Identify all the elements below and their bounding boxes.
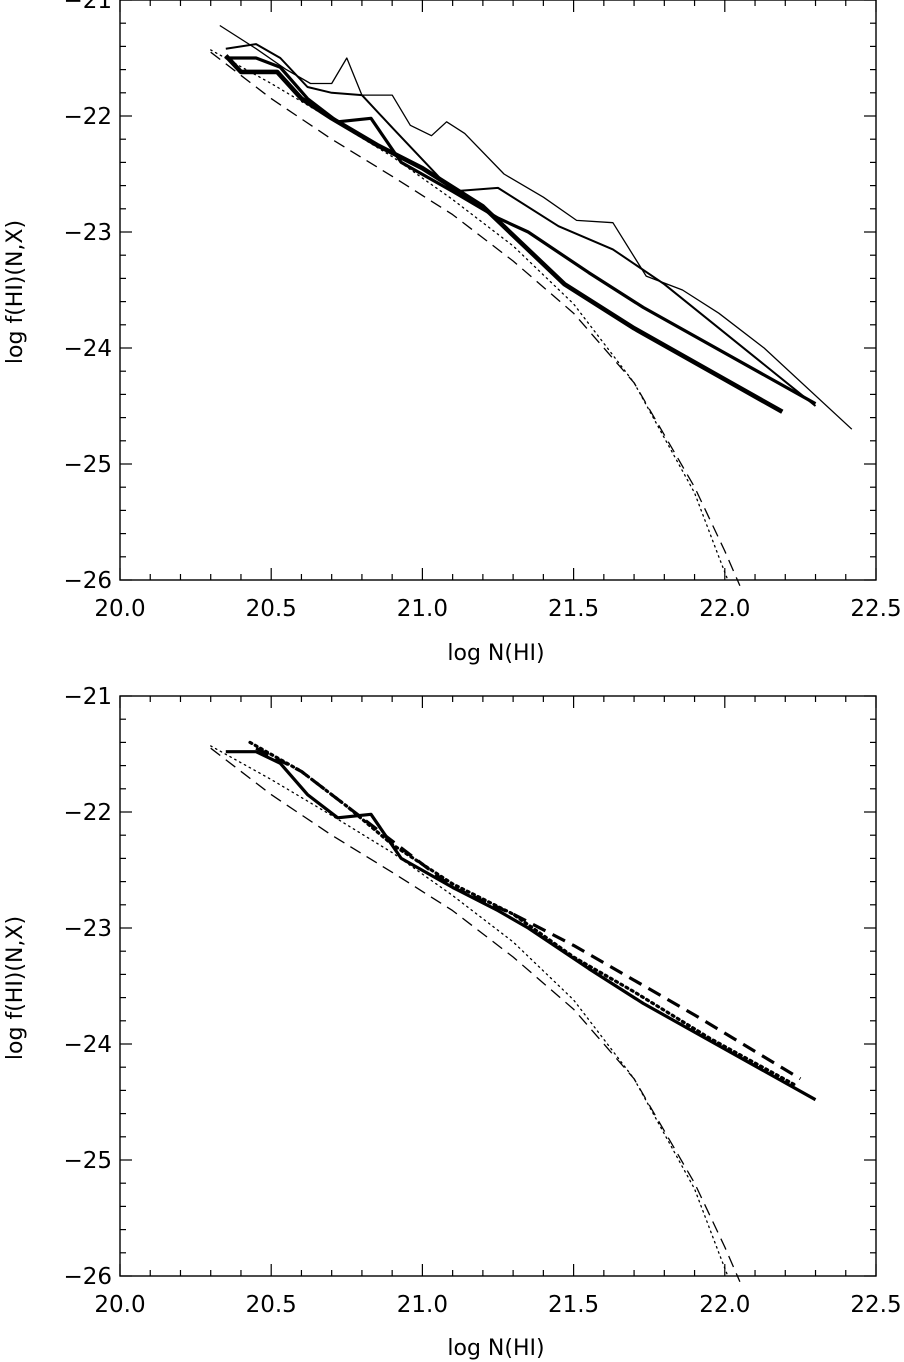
y-tick-label: −22 — [63, 800, 112, 826]
y-tick-label: −24 — [63, 336, 112, 362]
series-line-4 — [224, 54, 784, 414]
x-axis-title: log N(HI) — [447, 1336, 544, 1361]
y-axis-title: log f(HI)(N,X) — [3, 220, 28, 364]
y-tick-label: −23 — [63, 916, 112, 942]
x-tick-label: 21.5 — [548, 1292, 599, 1318]
x-tick-label: 22.0 — [699, 1292, 750, 1318]
x-tick-label: 21.5 — [548, 596, 599, 622]
x-tick-label: 20.0 — [94, 596, 145, 622]
series-line-1 — [219, 24, 853, 430]
x-tick-label: 20.5 — [246, 596, 297, 622]
y-tick-label: −22 — [63, 104, 112, 130]
y-tick-label: −21 — [63, 684, 112, 710]
y-tick-label: −26 — [63, 568, 112, 594]
y-tick-label: −21 — [63, 0, 112, 14]
series-line-5 — [210, 51, 741, 587]
x-axis-title: log N(HI) — [447, 641, 544, 666]
plot-frame — [119, 0, 877, 581]
series-line-2 — [225, 43, 817, 407]
y-axis-title: log f(HI)(N,X) — [3, 916, 28, 1060]
y-tick-label: −26 — [63, 1264, 112, 1290]
x-tick-label: 21.0 — [397, 1292, 448, 1318]
x-tick-label: 22.0 — [699, 596, 750, 622]
y-tick-label: −25 — [63, 452, 112, 478]
series-line-4 — [210, 747, 741, 1283]
plot-frame — [119, 695, 877, 1277]
series-line-5 — [210, 745, 729, 1277]
series-line-1 — [225, 750, 817, 1102]
x-tick-label: 20.0 — [94, 1292, 145, 1318]
x-tick-label: 21.0 — [397, 596, 448, 622]
x-tick-label: 22.5 — [850, 596, 901, 622]
top-panel: log N(HI) log f(HI)(N,X) 20.0 20.5 21.0 21.… — [3, 0, 902, 666]
y-tick-label: −24 — [63, 1032, 112, 1058]
y-tick-label: −23 — [63, 220, 112, 246]
series-line-3 — [225, 56, 817, 406]
series-line-6 — [210, 49, 729, 581]
x-tick-label: 22.5 — [850, 1292, 901, 1318]
y-tick-label: −25 — [63, 1148, 112, 1174]
series-line-3 — [248, 740, 797, 1087]
x-tick-label: 20.5 — [246, 1292, 297, 1318]
bottom-panel: log N(HI) log f(HI)(N,X) 20.0 20.5 21.0 21.… — [3, 684, 902, 1361]
